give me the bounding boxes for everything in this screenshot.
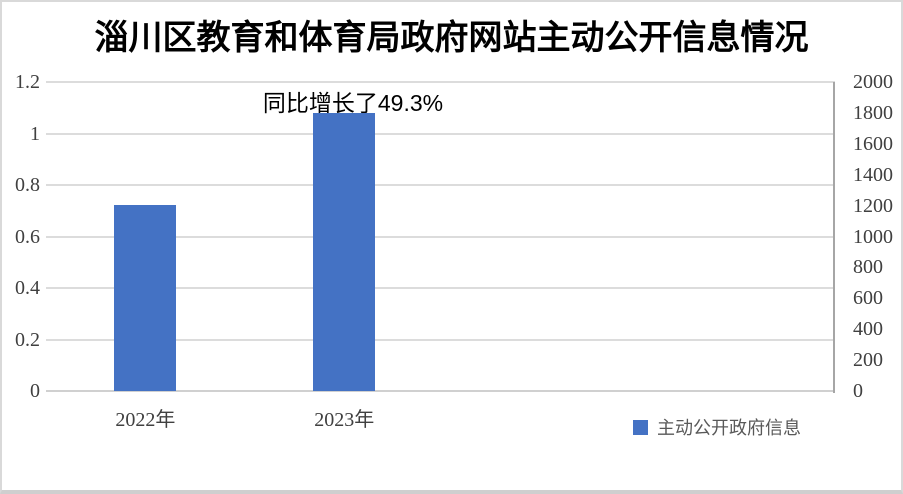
left-axis-tick: 0.8 — [15, 174, 40, 196]
right-axis-tick: 400 — [853, 318, 883, 341]
plot-area — [46, 81, 835, 393]
right-axis-tick: 1600 — [853, 132, 893, 155]
right-axis-tick: 2000 — [853, 71, 893, 93]
annotation-growth: 同比增长了49.3% — [262, 90, 444, 116]
left-axis-tick: 1 — [30, 122, 40, 145]
right-axis-line — [833, 82, 835, 393]
gridline — [46, 287, 835, 289]
right-axis-tick: 600 — [853, 287, 883, 310]
left-axis-tick: 1.2 — [15, 71, 40, 93]
left-axis-tick: 0.4 — [15, 277, 40, 299]
right-axis-tick: 200 — [853, 349, 883, 372]
right-axis-tick: 1000 — [853, 225, 893, 248]
legend: 主动公开政府信息 — [633, 414, 801, 440]
legend-label: 主动公开政府信息 — [657, 418, 801, 438]
x-axis-label-2023年: 2023年 — [314, 409, 375, 431]
right-axis-ticks: 2000 1800 1600 1400 1200 1000 800 600 400 200 0 — [853, 72, 901, 401]
left-axis-tick: 0 — [30, 380, 40, 402]
right-axis-tick: 1800 — [853, 101, 893, 124]
gridline — [46, 235, 835, 238]
right-axis-tick: 0 — [853, 380, 863, 402]
bar-2022年 — [114, 204, 177, 391]
gridline — [46, 132, 835, 135]
x-axis-label-2022年: 2022年 — [115, 409, 176, 431]
left-axis-tick: 0.6 — [15, 225, 40, 248]
gridline — [46, 81, 835, 83]
right-axis-tick: 1200 — [853, 194, 893, 217]
chart-title: 淄川区教育和体育局政府网站主动公开信息情况 — [94, 20, 809, 57]
bar-2023年 — [313, 112, 376, 391]
right-axis-tick: 1400 — [853, 163, 893, 186]
left-axis-ticks: 1.2 1 0.8 0.6 0.4 0.2 0 — [4, 72, 40, 401]
gridline — [46, 184, 835, 186]
gridline — [46, 390, 835, 392]
gridline — [46, 338, 835, 341]
right-axis-tick: 800 — [853, 256, 883, 279]
left-axis-tick: 0.2 — [15, 328, 40, 351]
legend-swatch-icon — [633, 419, 648, 435]
